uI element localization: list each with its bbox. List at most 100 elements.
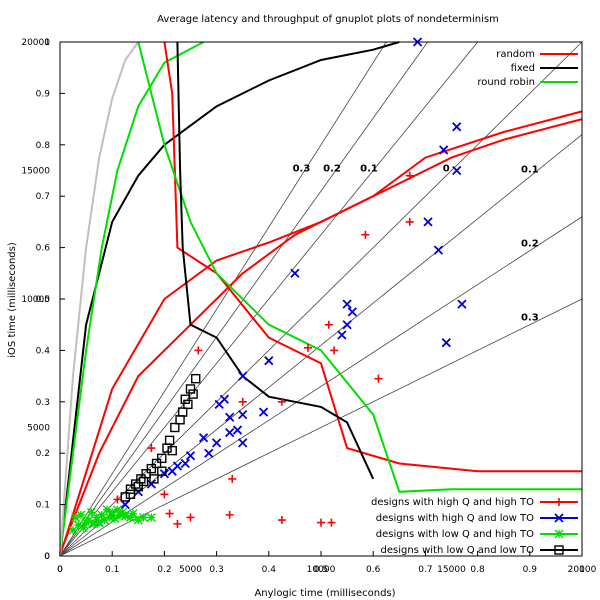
ratio-label: 0 xyxy=(443,164,450,175)
ratio-label: 0.2 xyxy=(521,239,539,250)
data-point xyxy=(165,509,174,518)
data-point xyxy=(97,510,107,520)
x-tick-label: 0.3 xyxy=(209,565,223,575)
legend-label: designs with high Q and low TO xyxy=(376,513,534,524)
data-point xyxy=(133,515,143,525)
curve-cdf-random-2 xyxy=(59,110,583,557)
legends: random fixed round robin designs with high … xyxy=(371,49,578,556)
data-point xyxy=(342,320,352,330)
data-point xyxy=(149,474,159,484)
ratio-label: 0.2 xyxy=(323,164,341,175)
y-tick-label-alt: 0 xyxy=(44,552,50,562)
data-point xyxy=(76,510,86,520)
data-point xyxy=(423,217,433,227)
legend-label: designs with low Q and low TO xyxy=(381,545,535,556)
data-point xyxy=(125,489,136,500)
data-point xyxy=(120,492,130,502)
data-point xyxy=(177,407,188,417)
ratio-line xyxy=(59,41,478,557)
x-tick-label: 0.2 xyxy=(157,565,171,575)
data-point xyxy=(225,510,234,519)
data-point xyxy=(337,330,347,340)
ratio-label: 0.3 xyxy=(293,164,311,175)
chart-title: Average latency and throughput of gnuplo… xyxy=(157,14,499,25)
legend-label: random xyxy=(496,49,535,60)
data-point xyxy=(258,407,269,417)
curve-latency-roundrobin xyxy=(137,41,582,493)
data-point xyxy=(120,511,130,521)
y-tick-label: 0.7 xyxy=(36,192,50,202)
data-point xyxy=(118,507,128,517)
data-point xyxy=(225,428,235,438)
ratio-line xyxy=(59,216,583,557)
x-tick-label: 0.5 xyxy=(314,565,328,575)
y-tick-label: 0.4 xyxy=(36,346,51,356)
x-tick-label-alt: 10000 xyxy=(307,565,336,575)
x-tick-label-alt: 15000 xyxy=(437,565,466,575)
curve-latency-fixed xyxy=(176,41,375,480)
x-tick-label: 0.1 xyxy=(105,565,119,575)
data-point xyxy=(139,512,149,522)
data-point xyxy=(78,523,88,533)
data-point xyxy=(105,512,115,522)
data-point xyxy=(89,519,99,529)
data-point xyxy=(433,245,444,255)
legend-label: designs with low Q and high TO xyxy=(376,529,534,540)
data-point xyxy=(94,518,104,528)
data-point xyxy=(327,518,336,527)
axes xyxy=(59,41,583,557)
legend-marker xyxy=(554,513,564,523)
data-point xyxy=(71,512,81,522)
y-tick-label-alt: 20000 xyxy=(21,38,50,48)
y-tick-label-alt: 10000 xyxy=(21,295,50,305)
data-point xyxy=(120,499,130,510)
y-tick-label: 0.8 xyxy=(36,141,51,151)
x-tick-label: 0.4 xyxy=(262,565,277,575)
data-point xyxy=(303,343,312,352)
y-tick-label-alt: 15000 xyxy=(21,167,50,177)
ratio-line xyxy=(59,41,387,557)
data-point xyxy=(157,466,167,476)
y-tick-label: 0.6 xyxy=(36,244,51,254)
ratio-lines: 0.3 0.2 0.1 0 0.1 0.2 0.3 xyxy=(59,41,583,557)
data-point xyxy=(211,438,222,448)
data-point xyxy=(160,490,169,499)
data-point xyxy=(175,415,185,425)
x-tick-label: 1 xyxy=(579,565,585,575)
x-tick-label-alt: 20000 xyxy=(568,565,597,575)
data-point xyxy=(264,356,274,366)
data-point xyxy=(238,397,247,406)
data-point xyxy=(107,507,117,517)
y-tick-label: 0.2 xyxy=(36,449,50,459)
x-tick-label: 0.8 xyxy=(470,565,485,575)
legend-marker xyxy=(554,529,564,539)
data-point xyxy=(86,507,96,517)
ratio-label: 0.1 xyxy=(521,165,539,176)
data-point xyxy=(110,514,120,524)
legend-label: fixed xyxy=(511,63,535,74)
y-tick-label: 0.1 xyxy=(36,501,50,511)
data-point xyxy=(238,438,248,448)
data-point xyxy=(146,463,157,474)
x-axis-label: Anylogic time (milliseconds) xyxy=(254,588,395,599)
data-point xyxy=(238,410,248,420)
data-point xyxy=(361,230,370,239)
data-point xyxy=(146,512,156,522)
data-point xyxy=(186,513,195,522)
data-point xyxy=(167,445,177,456)
ratio-line xyxy=(59,41,583,557)
data-point xyxy=(112,505,122,515)
data-point xyxy=(214,399,224,410)
data-point xyxy=(198,433,209,443)
data-point xyxy=(164,435,175,446)
data-point xyxy=(457,299,467,309)
data-point xyxy=(228,474,237,483)
x-tick-label: 0.6 xyxy=(366,565,381,575)
y-axis-label: iOS time (milliseconds) xyxy=(7,242,18,358)
legend-marker xyxy=(554,545,564,555)
data-point xyxy=(225,412,235,422)
data-point xyxy=(113,495,122,504)
data-point xyxy=(128,509,138,519)
data-point xyxy=(439,145,449,155)
data-point xyxy=(68,525,78,535)
